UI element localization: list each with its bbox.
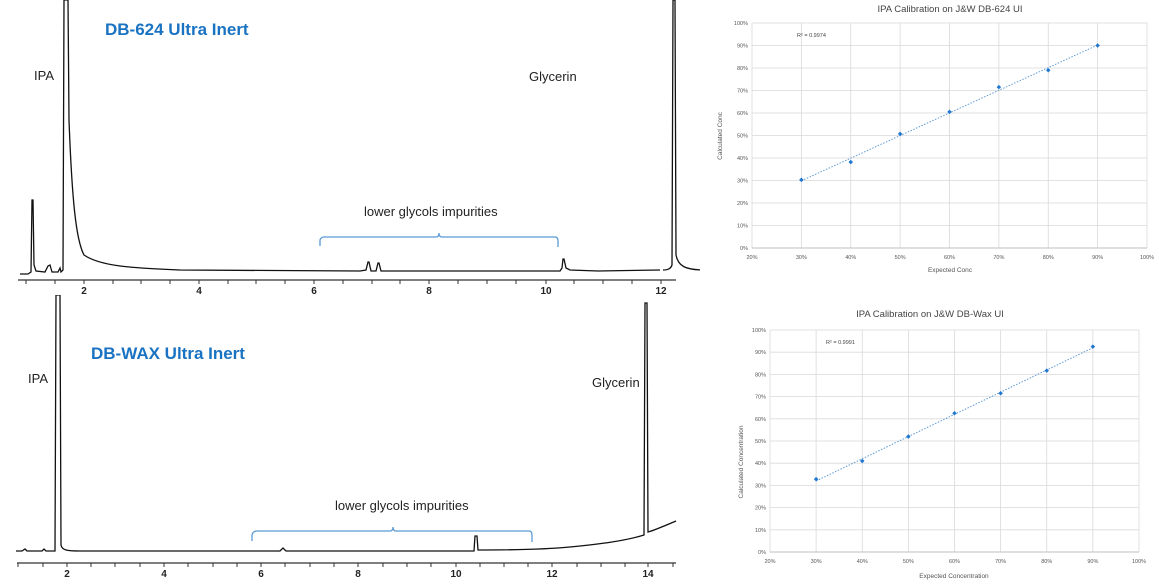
svg-text:30%: 30% [755,483,766,489]
svg-text:100%: 100% [1132,559,1146,565]
peak-label-glycerin: Glycerin [592,375,640,390]
annotation-bracket [319,232,559,247]
svg-text:100%: 100% [734,21,748,27]
peak-label-ipa: IPA [34,68,54,83]
svg-text:80%: 80% [755,372,766,378]
svg-text:50%: 50% [895,255,906,261]
svg-text:6: 6 [311,286,317,295]
chart-title: IPA Calibration on J&W DB-624 UI [877,4,1022,15]
svg-text:20%: 20% [764,559,775,565]
svg-text:70%: 70% [737,89,748,95]
chromatogram-trace-glycerin [662,0,700,271]
x-axis-ticks [25,280,662,284]
svg-text:14: 14 [642,569,654,580]
svg-text:90%: 90% [755,350,766,356]
svg-text:0%: 0% [740,246,748,252]
svg-text:70%: 70% [993,255,1004,261]
svg-text:10%: 10% [737,224,748,230]
y-axis-label: Calculated Conc [717,111,724,159]
svg-text:40%: 40% [737,156,748,162]
svg-text:2: 2 [64,569,70,580]
x-axis-label: Expected Concentration [919,573,989,580]
svg-text:6: 6 [258,569,264,580]
grid [751,22,1148,249]
chromatogram-trace [16,295,677,552]
y-axis-label: Calculated Concentration [738,425,745,498]
svg-text:70%: 70% [995,559,1006,565]
svg-text:12: 12 [655,286,667,295]
x-tick-labels: 20% 30% 40% 50% 60% 70% 80% 90% 100% [746,255,1154,261]
svg-text:10%: 10% [755,528,766,534]
svg-text:20%: 20% [746,255,757,261]
annotation-label: lower glycols impurities [335,498,469,513]
annotation-label: lower glycols impurities [364,204,498,219]
svg-text:40%: 40% [857,559,868,565]
svg-text:40%: 40% [755,461,766,467]
svg-text:20%: 20% [755,506,766,512]
chromatogram-trace [20,0,661,275]
chromatogram-db624: DB-624 Ultra Inert IPA Glycerin lower gl… [18,0,700,295]
data-points [799,43,1100,183]
x-tick-labels: 2 4 6 8 10 12 [81,286,667,295]
chromatogram-dbwax: DB-WAX Ultra Inert IPA Glycerin lower gl… [16,295,677,580]
svg-text:8: 8 [355,569,361,580]
svg-text:70%: 70% [755,395,766,401]
calibration-chart-dbwax: IPA Calibration on J&W DB-Wax UI R² = 0.… [738,309,1146,580]
svg-text:4: 4 [161,569,167,580]
calibration-chart-db624: IPA Calibration on J&W DB-624 UI R² = 0.… [717,4,1154,274]
svg-text:30%: 30% [811,559,822,565]
chart-title: IPA Calibration on J&W DB-Wax UI [856,309,1004,320]
svg-text:2: 2 [81,286,87,295]
svg-text:12: 12 [546,569,558,580]
svg-text:90%: 90% [1092,255,1103,261]
annotation-bracket [251,526,533,542]
x-tick-labels: 2 4 6 8 10 12 14 [64,569,654,580]
svg-text:50%: 50% [737,134,748,140]
svg-text:50%: 50% [755,439,766,445]
grid [769,329,1140,553]
svg-text:30%: 30% [737,179,748,185]
svg-text:40%: 40% [845,255,856,261]
peak-label-ipa: IPA [28,371,48,386]
svg-text:20%: 20% [737,201,748,207]
svg-text:60%: 60% [755,417,766,423]
svg-text:10: 10 [540,286,552,295]
x-axis-label: Expected Conc [928,267,973,274]
svg-text:60%: 60% [949,559,960,565]
svg-text:90%: 90% [737,44,748,50]
svg-text:50%: 50% [903,559,914,565]
svg-text:10: 10 [450,569,462,580]
svg-text:30%: 30% [796,255,807,261]
y-tick-labels: 0% 10% 20% 30% 40% 50% 60% 70% 80% 90% 100% [734,21,748,252]
svg-text:100%: 100% [752,328,766,334]
y-tick-labels: 0% 10% 20% 30% 40% 50% 60% 70% 80% 90% 100% [752,328,766,556]
chromatogram-title: DB-624 Ultra Inert [105,20,249,39]
svg-text:80%: 80% [1043,255,1054,261]
svg-text:4: 4 [196,286,202,295]
svg-text:0%: 0% [758,550,766,556]
chromatogram-title: DB-WAX Ultra Inert [91,344,245,363]
x-axis-ticks [17,563,674,567]
x-tick-labels: 20% 30% 40% 50% 60% 70% 80% 90% 100% [764,559,1146,565]
svg-text:60%: 60% [944,255,955,261]
svg-text:90%: 90% [1087,559,1098,565]
svg-text:60%: 60% [737,111,748,117]
svg-text:80%: 80% [737,66,748,72]
r-squared-label: R² = 0.9991 [826,340,855,346]
svg-text:100%: 100% [1140,255,1154,261]
peak-label-glycerin: Glycerin [529,69,577,84]
r-squared-label: R² = 0.9974 [797,33,826,39]
svg-text:8: 8 [426,286,432,295]
svg-text:80%: 80% [1041,559,1052,565]
